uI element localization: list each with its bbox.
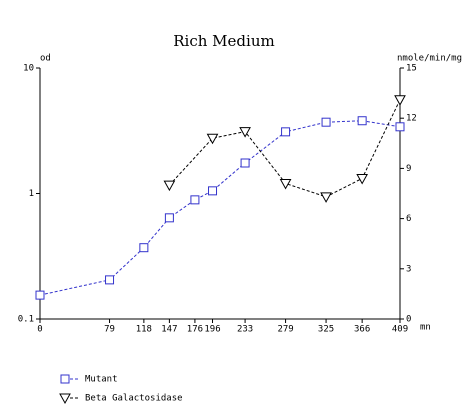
marker <box>281 127 291 137</box>
legend-label: Mutant <box>85 375 118 385</box>
marker <box>279 178 292 190</box>
marker <box>163 180 176 192</box>
chart-title: Rich Medium <box>173 32 274 50</box>
marker <box>208 186 218 196</box>
marker <box>394 95 406 106</box>
y-tick-label: 0.1 <box>18 315 34 325</box>
x-tick-label: 325 <box>318 325 334 335</box>
x-tick-label: 366 <box>354 325 370 335</box>
marker <box>357 116 367 126</box>
marker <box>190 195 200 205</box>
series-line <box>39 120 401 296</box>
y-axis-label: od <box>40 54 51 64</box>
y2-tick-label: 12 <box>406 114 417 124</box>
legend-marker <box>59 393 71 405</box>
marker <box>239 127 251 138</box>
y-tick-label: 1 <box>29 189 34 199</box>
y2-tick-label: 3 <box>406 264 411 274</box>
marker <box>105 275 115 285</box>
x-tick-label: 279 <box>277 325 293 335</box>
marker <box>395 122 405 132</box>
marker <box>164 213 174 223</box>
x-tick-label: 196 <box>204 325 220 335</box>
legend-label: Beta Galactosidase <box>85 394 183 404</box>
y-tick-label: 10 <box>23 64 34 74</box>
x-tick-label: 0 <box>37 325 42 335</box>
y2-tick-label: 6 <box>406 214 411 224</box>
marker <box>356 173 369 185</box>
y2-axis-label: nmole/min/mg <box>397 54 462 64</box>
x-tick-label: 147 <box>161 325 177 335</box>
x-tick-label: 233 <box>237 325 253 335</box>
marker <box>321 117 331 127</box>
marker <box>139 243 149 253</box>
marker <box>240 158 250 168</box>
x-tick-label: 176 <box>187 325 203 335</box>
x-axis-label: mn <box>420 323 431 333</box>
y2-tick-label: 15 <box>406 64 417 74</box>
legend-marker <box>60 374 70 384</box>
x-tick-label: 118 <box>136 325 152 335</box>
marker <box>320 192 332 203</box>
x-tick-label: 79 <box>104 325 115 335</box>
marker <box>35 290 45 300</box>
y2-tick-label: 9 <box>406 164 411 174</box>
x-tick-label: 409 <box>392 325 408 335</box>
y2-tick-label: 0 <box>406 315 411 325</box>
marker <box>206 133 219 145</box>
